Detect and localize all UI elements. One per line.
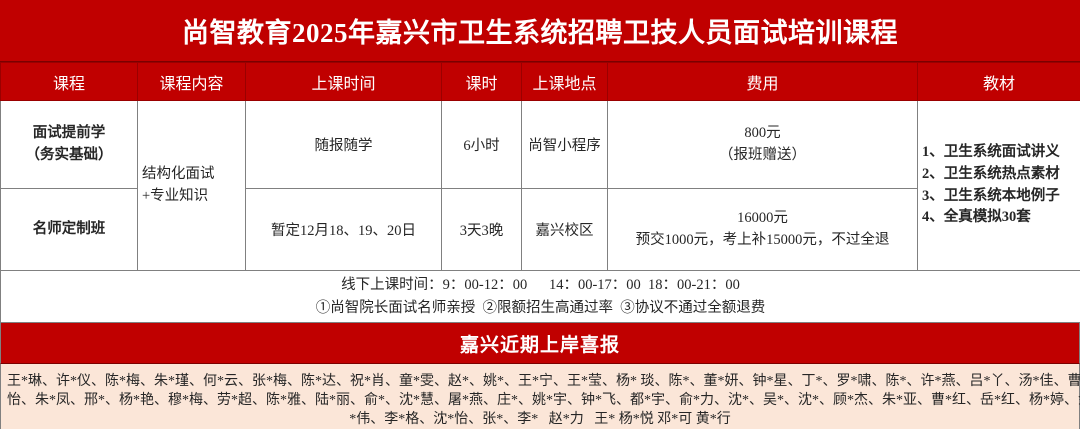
good-news-banner: 嘉兴近期上岸喜报 — [0, 323, 1080, 364]
cell-class-hours-1: 6小时 — [441, 100, 522, 189]
column-header-material: 教材 — [917, 62, 1080, 101]
cell-materials: 1、卫生系统面试讲义 2、卫生系统热点素材 3、卫生系统本地例子 4、全真模拟30套 — [917, 100, 1080, 271]
cell-fee-2: 16000元 预交1000元，考上补15000元，不过全退 — [607, 188, 918, 271]
fee-amount-2: 16000元 — [737, 209, 788, 226]
fee-note-2: 预交1000元，考上补15000元，不过全退 — [635, 231, 890, 248]
table-header-row: 课程 课程内容 上课时间 课时 上课地点 费用 教材 — [0, 62, 1080, 101]
student-names-block: 王*琳、许*仪、陈*梅、朱*瑾、何*云、张*梅、陈*达、祝*肖、童*雯、赵*、姚… — [0, 364, 1080, 429]
cell-class-hours-2: 3天3晚 — [441, 188, 522, 271]
cell-class-place-1: 尚智小程序 — [521, 100, 608, 189]
notes-schedule: 线下上课时间：9：00-12：00 14：00-17：00 18：00-21：0… — [341, 277, 740, 294]
cell-course-name-2: 名师定制班 — [0, 188, 138, 271]
title-banner: 尚智教育2025年嘉兴市卫生系统招聘卫技人员面试培训课程 — [0, 0, 1080, 62]
notes-features: ①尚智院长面试名师亲授 ②限额招生高通过率 ③协议不通过全额退费 — [315, 299, 766, 316]
fee-amount-1: 800元 — [744, 124, 781, 141]
column-header-class-time: 上课时间 — [245, 62, 442, 101]
column-header-course-content: 课程内容 — [137, 62, 246, 101]
student-names-line-2: 怡、朱*凤、邢*、杨*艳、穆*梅、劳*超、陈*雅、陆*丽、俞*、沈*慧、屠*燕、… — [7, 393, 1080, 408]
student-names-line-3: *伟、李*格、沈*怡、张*、李* 赵*力 王* 杨*悦 邓*可 黄*行 — [349, 412, 731, 427]
cell-course-content: 结构化面试 +专业知识 — [137, 100, 246, 271]
fee-note-1: （报班赠送） — [719, 146, 806, 163]
cell-notes: 线下上课时间：9：00-12：00 14：00-17：00 18：00-21：0… — [0, 270, 1080, 323]
cell-course-name-1: 面试提前学 （务实基础） — [0, 100, 138, 189]
column-header-class-place: 上课地点 — [521, 62, 608, 101]
column-header-class-hours: 课时 — [441, 62, 522, 101]
course-table: 课程 课程内容 上课时间 课时 上课地点 费用 教材 面试提前学 （务实基础） 结… — [0, 62, 1080, 323]
table-row: 面试提前学 （务实基础） 结构化面试 +专业知识 随报随学 6小时 尚智小程序 80… — [0, 100, 1080, 271]
column-header-course: 课程 — [0, 62, 138, 101]
cell-class-time-1: 随报随学 — [245, 100, 442, 189]
table-row: 名师定制班 暂定12月18、19、20日 3天3晚 嘉兴校区 16000元 预交… — [0, 188, 1080, 271]
table-notes-row: 线下上课时间：9：00-12：00 14：00-17：00 18：00-21：0… — [0, 270, 1080, 323]
good-news-title: 嘉兴近期上岸喜报 — [459, 334, 620, 356]
table-header: 课程 课程内容 上课时间 课时 上课地点 费用 教材 — [0, 62, 1080, 101]
student-names-line-1: 王*琳、许*仪、陈*梅、朱*瑾、何*云、张*梅、陈*达、祝*肖、童*雯、赵*、姚… — [7, 374, 1080, 389]
table-body: 面试提前学 （务实基础） 结构化面试 +专业知识 随报随学 6小时 尚智小程序 80… — [0, 100, 1080, 323]
page-title: 尚智教育2025年嘉兴市卫生系统招聘卫技人员面试培训课程 — [182, 18, 898, 48]
cell-fee-1: 800元 （报班赠送） — [607, 100, 918, 189]
column-header-fee: 费用 — [607, 62, 918, 101]
cell-class-place-2: 嘉兴校区 — [521, 188, 608, 271]
cell-class-time-2: 暂定12月18、19、20日 — [245, 188, 442, 271]
